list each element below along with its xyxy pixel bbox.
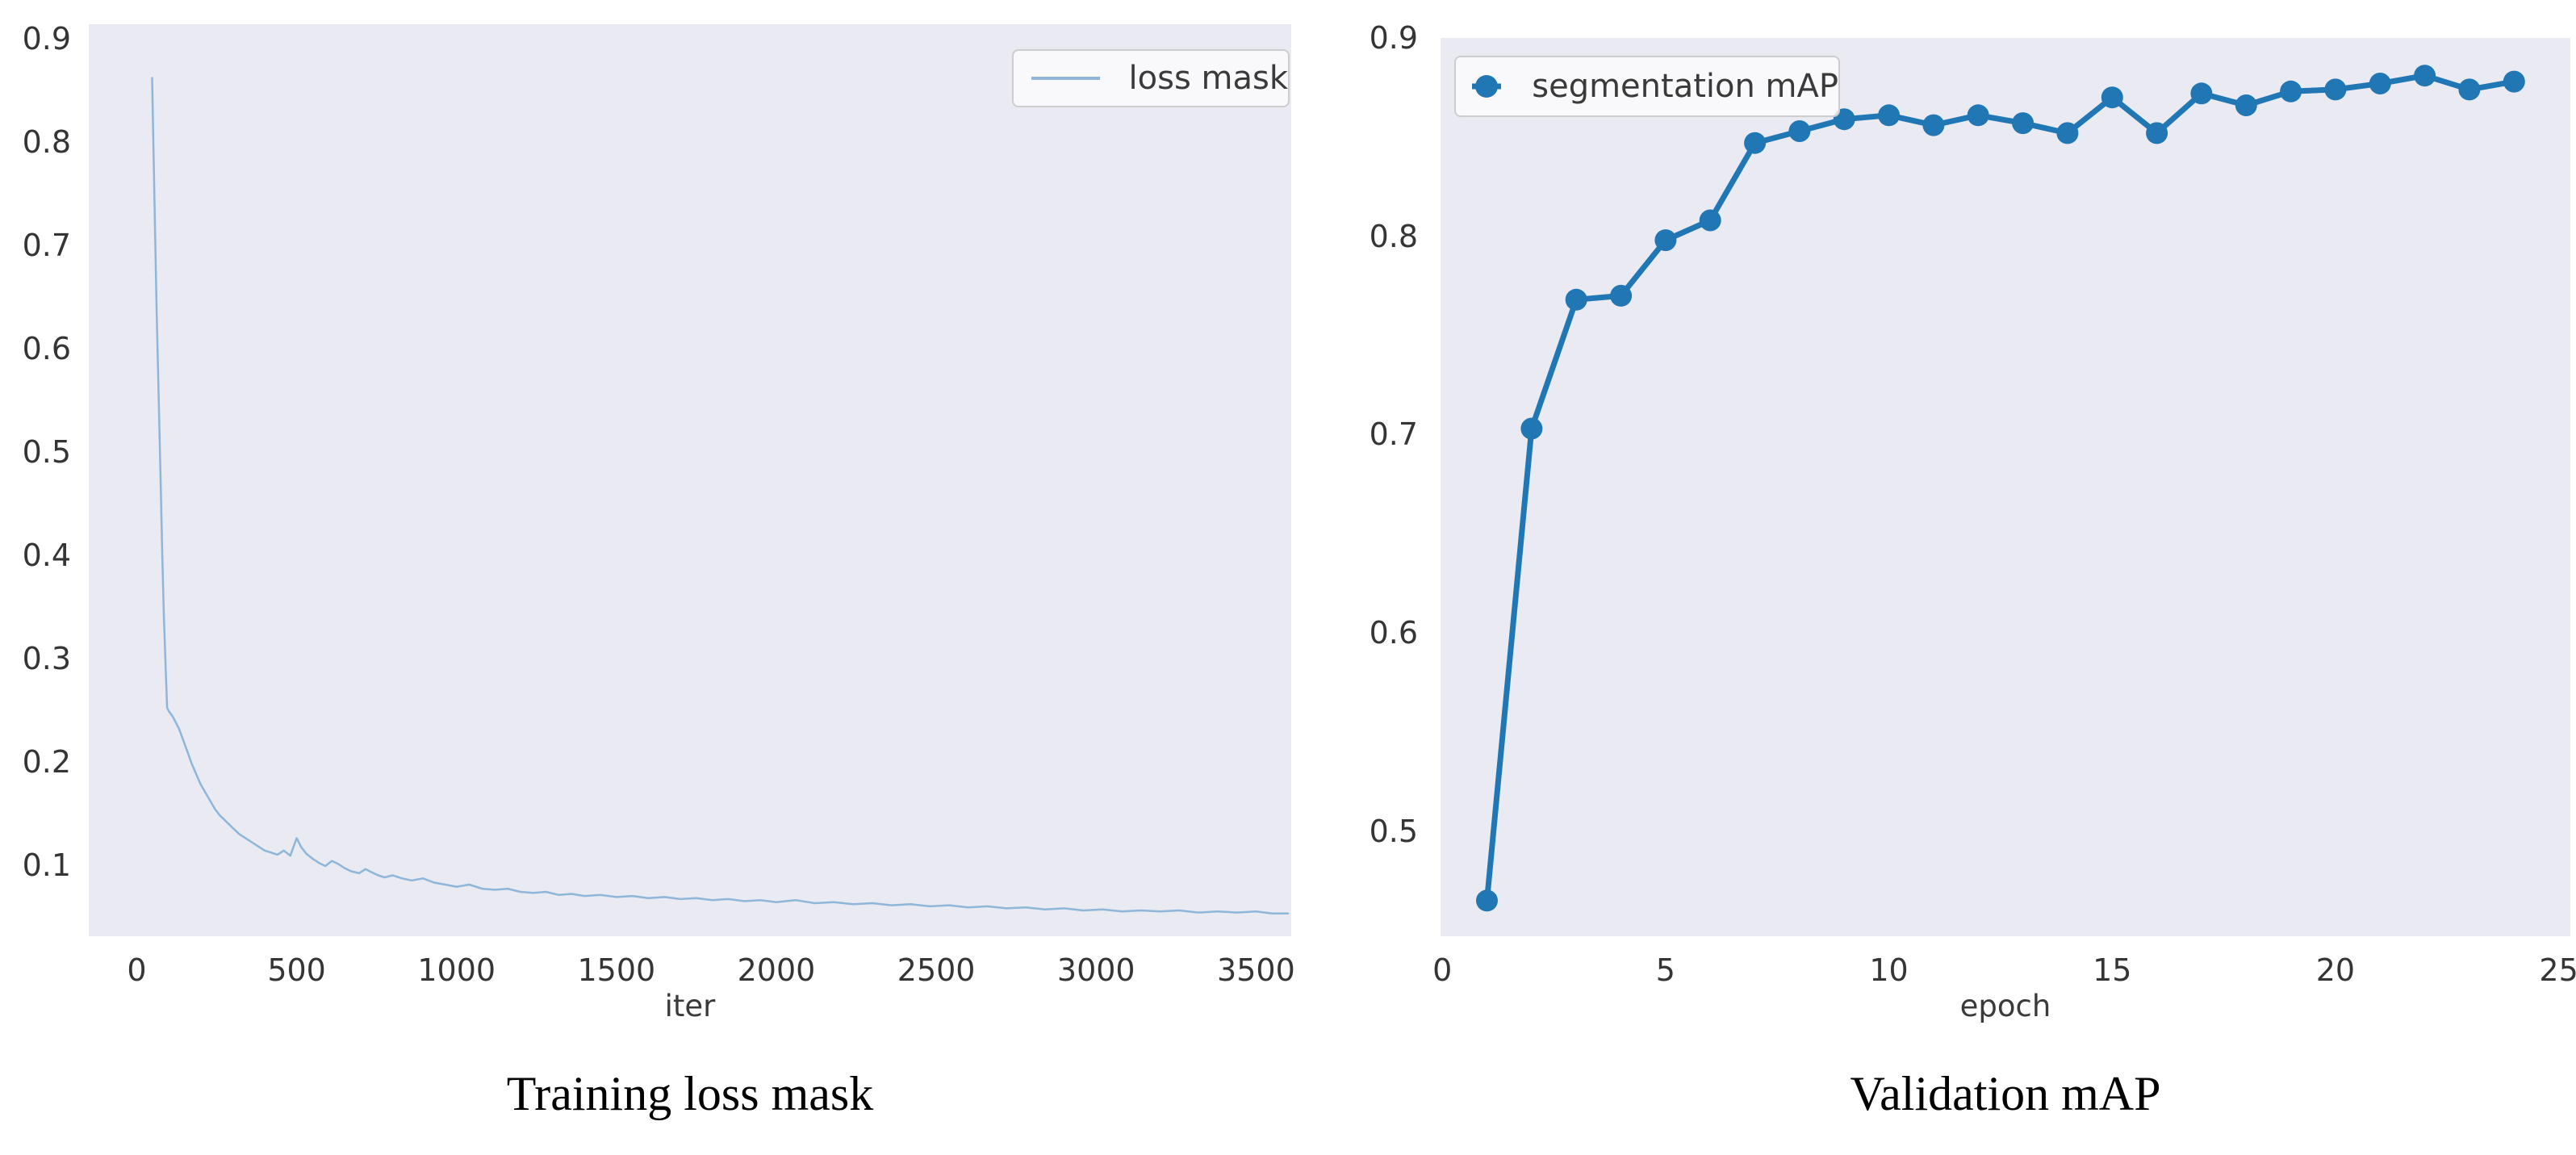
y-tick-label: 0.8 [1369,218,1418,254]
x-tick-label: 2500 [897,952,976,988]
y-tick-label: 0.5 [1369,813,1418,849]
data-point-marker [1565,288,1587,311]
data-point-marker [1610,284,1633,307]
legend-label: loss mask [1128,60,1288,97]
data-point-marker [1788,120,1811,142]
iter-axis-label: iter [664,989,716,1023]
data-point-marker [1520,417,1543,440]
validation-map-caption: Validation mAP [1850,1067,2161,1120]
loss-mask-legend: loss mask [1012,49,1290,107]
x-tick-label: 1000 [417,952,496,988]
x-tick-label: 0 [1432,952,1453,988]
x-tick-label: 500 [267,952,326,988]
plot-area [89,24,1291,936]
y-tick-label: 0.7 [1369,416,1418,453]
y-tick-label: 0.8 [22,123,71,160]
data-point-marker [1878,104,1901,127]
x-tick-label: 15 [2093,952,2132,988]
data-point-marker [2280,80,2302,103]
epoch-axis-label: epoch [1959,989,2051,1023]
x-tick-label: 3500 [1217,952,1295,988]
training-loss-caption: Training loss mask [506,1067,874,1120]
y-tick-label: 0.9 [22,20,71,56]
x-tick-label: 25 [2539,952,2576,988]
data-point-marker [2146,122,2168,144]
y-tick-label: 0.3 [22,640,71,676]
y-tick-label: 0.2 [22,743,71,780]
data-point-marker [2235,94,2257,116]
data-point-marker [1967,104,1989,127]
training-loss-curve [151,77,1290,915]
data-point-marker [2101,86,2123,109]
y-tick-label: 0.6 [1369,615,1418,651]
data-point-marker [2458,78,2481,101]
x-tick-label: 5 [1655,952,1675,988]
x-tick-label: 2000 [737,952,816,988]
data-point-marker [2190,82,2213,105]
data-point-marker [2056,122,2079,144]
legend-line-sample [1031,75,1100,82]
data-point-marker [1654,229,1677,252]
x-tick-label: 10 [1869,952,1909,988]
data-point-marker [2324,78,2347,101]
x-tick-label: 3000 [1056,952,1135,988]
data-point-marker [2414,65,2436,87]
legend-label: segmentation mAP [1532,68,1838,105]
y-tick-label: 0.7 [22,227,71,263]
data-point-marker [2369,73,2391,94]
data-point-marker [1699,209,1721,232]
y-tick-label: 0.6 [22,330,71,366]
data-point-marker [1922,114,1945,136]
marker-dot-icon [1475,75,1499,98]
y-tick-label: 0.5 [22,433,71,470]
x-tick-label: 20 [2315,952,2356,988]
data-point-marker [1476,889,1498,912]
segmentation-map-legend: segmentation mAP [1454,56,1840,117]
x-tick-label: 0 [127,952,147,988]
y-tick-label: 0.1 [22,847,71,883]
data-point-marker [2012,112,2034,135]
data-point-marker [1744,132,1767,154]
y-tick-label: 0.9 [1369,20,1418,56]
x-tick-label: 1500 [577,952,656,988]
legend-marker-sample [1472,75,1502,98]
line-sample-icon [1031,77,1100,80]
plot-area [1441,38,2570,936]
data-point-marker [2503,70,2525,93]
y-tick-label: 0.4 [22,537,71,573]
